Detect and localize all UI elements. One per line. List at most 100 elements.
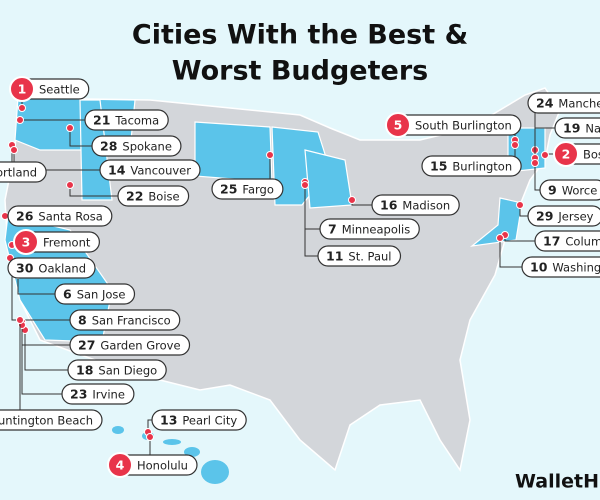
callout-box [554,117,600,139]
callout: 4 Honolulu [107,452,198,478]
city-name: Oakland [38,262,86,276]
island [163,439,181,445]
leader-line [69,128,92,147]
city-name: Bos [583,148,600,162]
callout-box [61,383,135,405]
rank-badge [107,452,133,478]
callout: 17 Colum [534,230,600,252]
callout-box [54,283,136,305]
title-line: Worst Budgeters [172,56,428,87]
city-name: Madison [402,199,450,213]
rank: 13 [160,413,177,428]
city-dot [348,196,356,204]
city-name: San Jose [77,288,126,302]
callout: 26 Santa Rosa [7,205,113,227]
city-dot [516,201,524,209]
city-dot [66,181,74,189]
callout: 28 Spokane [91,135,182,157]
callout-box [317,245,402,267]
city-dot [301,181,309,189]
city-name: Manche [558,97,600,111]
island [112,426,124,434]
callout: 22 Boise [117,185,190,207]
city-name: Jersey [557,210,593,224]
callout-box [84,109,169,131]
city-dot [496,234,504,242]
rank-badge [385,112,411,138]
island [201,460,229,484]
city-name: San Diego [98,364,157,378]
callout: 14 Vancouver [99,159,201,181]
city-dot [10,146,18,154]
rank: 28 [100,139,117,154]
city-name: Fargo [242,183,273,197]
callout-box [69,334,191,356]
rank: 8 [78,313,87,328]
leader-line [534,163,540,191]
callout-box [91,135,182,157]
title-line: Cities With the Best & [132,20,468,51]
leader-line [11,266,70,321]
callout-box [7,205,113,227]
rank: 1 [18,82,27,97]
rank: 4 [116,458,125,473]
rank: 21 [93,113,110,128]
callout-box [67,359,167,381]
callout: 16 Madison [371,194,460,216]
leader-line [499,238,522,268]
callout-box [0,409,103,431]
callout: 29 Jersey [527,205,600,227]
callout: 13 Pearl City [151,409,247,431]
city-name: Burlington [452,160,512,174]
city-name: Boise [148,190,179,204]
city-name: Honolulu [137,459,188,473]
callout-box [421,155,522,177]
city-name: Colum [565,235,600,249]
rank: 15 [430,159,447,174]
rank-badge [9,76,35,102]
callout: 3 Fremont [13,229,100,255]
city-dot [531,159,539,167]
rank: 19 [563,121,580,136]
callout-box [99,159,201,181]
callout-box [534,230,600,252]
leader-line [21,325,62,395]
state [194,121,273,183]
callout: 11 St. Paul [317,245,402,267]
rank: 24 [536,96,554,111]
rank: 18 [76,363,93,378]
rank-badge [553,141,579,167]
city-name: San Francisco [92,314,171,328]
city-name: South Burlington [415,119,512,133]
city-name: Tacoma [114,114,159,128]
callout: 5 South Burlington [385,112,522,138]
callout: 19 Nas [554,117,600,139]
callout-box [527,92,600,114]
callout: 7 Minneapolis [319,218,420,240]
rank: 7 [328,222,337,237]
city-dot [266,151,274,159]
callout: 27 Garden Grove [69,334,191,356]
callout-box [69,309,181,331]
rank: 25 [220,182,237,197]
rank: 29 [536,209,553,224]
rank-badge [13,229,39,255]
city-dot [511,141,519,149]
city-name: Minneapolis [342,223,411,237]
rank: 26 [16,209,34,224]
leader-line [534,127,555,158]
callout: 9 Worce [539,179,600,201]
callout: 2 Bos [553,141,600,167]
city-dot [16,116,24,124]
callout: ortland [0,161,47,183]
city-name: Washing [552,261,600,275]
rank: 23 [70,387,87,402]
callout-box [211,178,284,200]
city-name: Santa Rosa [38,210,102,224]
city-dot [18,104,26,112]
callout: 24 Manche [527,92,600,114]
callout-box [539,179,600,201]
callout-box [319,218,420,240]
